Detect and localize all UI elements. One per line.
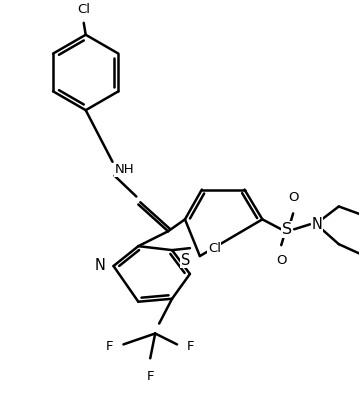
Text: S: S [181,253,190,267]
Text: S: S [282,222,292,237]
Text: Cl: Cl [208,242,221,255]
Text: N: N [95,258,105,273]
Text: O: O [276,254,287,267]
Text: F: F [147,370,154,383]
Text: Cl: Cl [77,3,90,16]
Text: O: O [288,191,298,205]
Text: F: F [106,340,113,353]
Text: F: F [187,340,194,353]
Text: NH: NH [114,163,134,176]
Text: N: N [311,217,323,232]
